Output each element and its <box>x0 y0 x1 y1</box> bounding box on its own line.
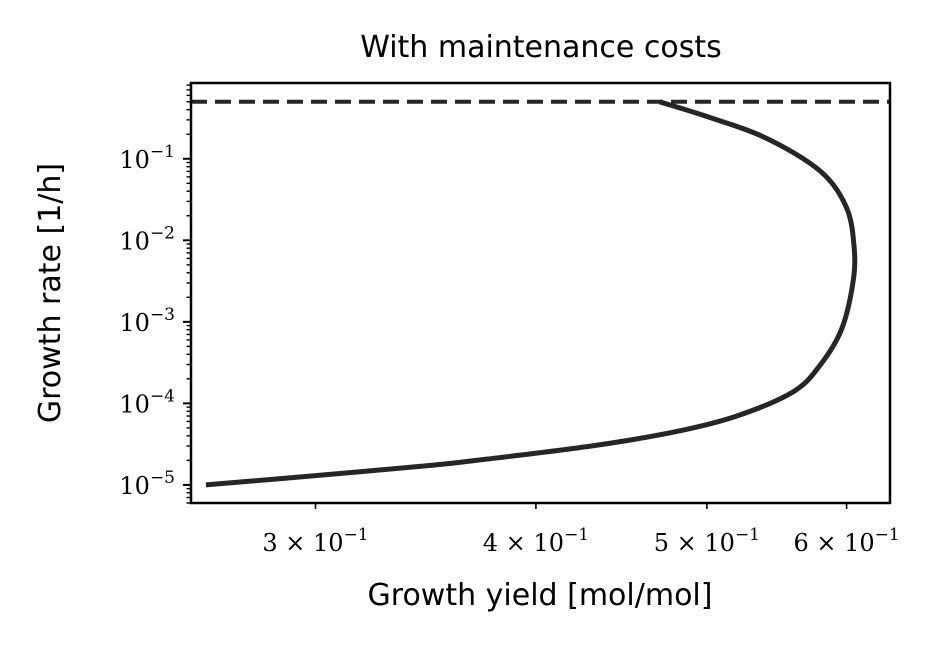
x-tick-label-3: 6 × 10−1 <box>793 525 899 557</box>
x-tick-label-0: 3 × 10−1 <box>262 525 368 557</box>
plot-frame <box>189 81 892 505</box>
y-tick-label-0: 10−5 <box>119 468 175 500</box>
y-tick-label-2: 10−3 <box>119 305 175 337</box>
x-axis-label: Growth yield [mol/mol] <box>368 578 713 613</box>
x-tick-label-1: 4 × 10−1 <box>483 525 589 557</box>
series-line-0 <box>205 99 858 488</box>
x-tick-label-2: 5 × 10−1 <box>654 525 760 557</box>
plot-layer <box>191 99 890 488</box>
y-tick-label-4: 10−1 <box>119 142 175 174</box>
y-axis-label: Growth rate [1/h] <box>33 163 68 423</box>
ticks-layer: 10−5 10−4 10−3 10−2 10−1 3 × 10−1 4 × 10−1 5 × … <box>119 84 900 557</box>
y-tick-label-1: 10−4 <box>119 386 175 418</box>
chart-title: With maintenance costs <box>360 30 722 65</box>
y-tick-label-3: 10−2 <box>119 223 175 255</box>
